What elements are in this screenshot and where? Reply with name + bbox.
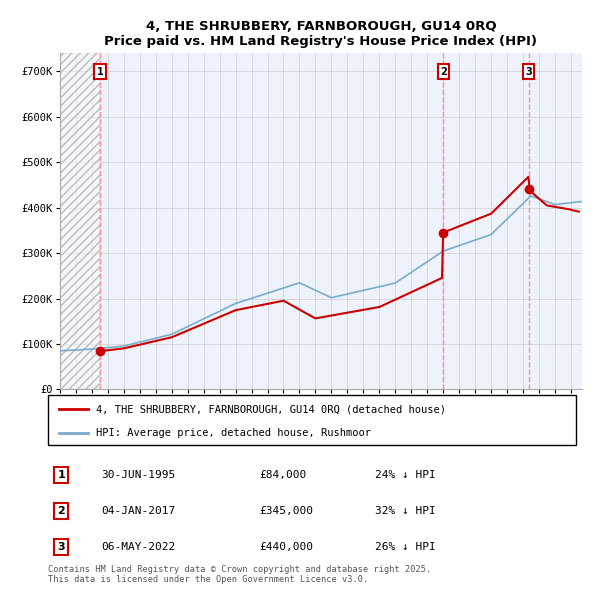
Text: 3: 3 [58, 542, 65, 552]
Text: £440,000: £440,000 [259, 542, 313, 552]
Text: £345,000: £345,000 [259, 506, 313, 516]
Title: 4, THE SHRUBBERY, FARNBOROUGH, GU14 0RQ
Price paid vs. HM Land Registry's House : 4, THE SHRUBBERY, FARNBOROUGH, GU14 0RQ … [104, 20, 538, 48]
Text: 4, THE SHRUBBERY, FARNBOROUGH, GU14 0RQ (detached house): 4, THE SHRUBBERY, FARNBOROUGH, GU14 0RQ … [95, 404, 446, 414]
Text: £84,000: £84,000 [259, 470, 307, 480]
FancyBboxPatch shape [48, 395, 576, 445]
Text: 1: 1 [97, 67, 103, 77]
Text: 26% ↓ HPI: 26% ↓ HPI [376, 542, 436, 552]
Text: 2: 2 [58, 506, 65, 516]
Text: Contains HM Land Registry data © Crown copyright and database right 2025.
This d: Contains HM Land Registry data © Crown c… [48, 565, 431, 584]
Text: 32% ↓ HPI: 32% ↓ HPI [376, 506, 436, 516]
Text: 2: 2 [440, 67, 447, 77]
Text: 1: 1 [58, 470, 65, 480]
Text: 06-MAY-2022: 06-MAY-2022 [101, 542, 175, 552]
Text: 30-JUN-1995: 30-JUN-1995 [101, 470, 175, 480]
Text: 24% ↓ HPI: 24% ↓ HPI [376, 470, 436, 480]
Text: 04-JAN-2017: 04-JAN-2017 [101, 506, 175, 516]
Text: HPI: Average price, detached house, Rushmoor: HPI: Average price, detached house, Rush… [95, 428, 371, 438]
Text: 3: 3 [525, 67, 532, 77]
